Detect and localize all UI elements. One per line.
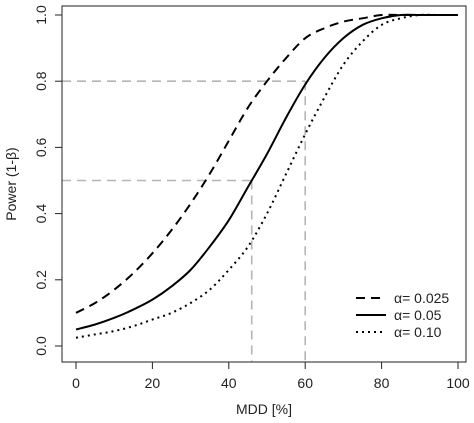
x-tick-label: 60 [297,375,313,391]
series-line-dashed [75,13,458,314]
y-tick-label: 0.0 [33,336,49,356]
x-tick-label: 80 [374,375,390,391]
y-tick-label: 0.6 [33,137,49,157]
legend-label: α= 0.05 [394,307,442,323]
y-tick-label: 1.0 [33,5,49,25]
x-axis: 0 20 40 60 80 100 [72,362,470,391]
series-line-solid [75,13,458,331]
y-tick-label: 0.2 [33,270,49,290]
x-tick-label: 0 [72,375,80,391]
reference-lines [62,80,307,362]
legend-label: α= 0.025 [394,290,449,306]
y-tick-label: 0.4 [33,204,49,224]
y-axis: 0.0 0.2 0.4 0.6 0.8 1.0 [33,5,62,356]
legend-label: α= 0.10 [394,324,442,340]
y-axis-title: Power (1-β) [3,147,19,220]
x-tick-label: 40 [221,375,237,391]
power-curves [75,13,458,339]
plot-frame [61,5,467,363]
y-tick-label: 0.8 [33,71,49,91]
x-tick-label: 20 [145,375,161,391]
x-tick-label: 100 [446,375,470,391]
x-axis-title: MDD [%] [236,401,292,417]
